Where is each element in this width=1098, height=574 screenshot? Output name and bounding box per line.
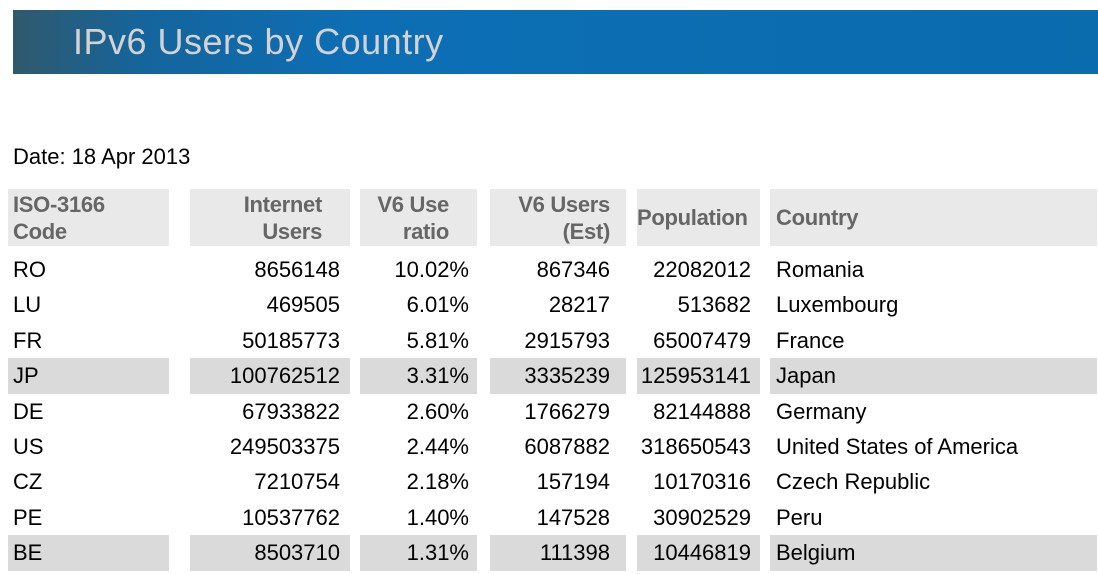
col-header-country[interactable]: Country [770,189,1097,246]
col-header-iso-code[interactable]: ISO-3166 Code [8,189,169,246]
cell-code: LU [13,292,42,318]
table-row[interactable]: LU 469505 6.01% 28217 513682 Luxembourg [0,287,1098,322]
cell-country: Japan [770,358,1097,394]
col-header-v6-use-ratio[interactable]: V6 Use ratio [360,189,477,246]
cell-v6-users-est: 2915793 [524,327,610,353]
cell-v6-use-ratio: 3.31% [360,358,477,394]
cell-v6-users-est: 147528 [536,504,610,530]
cell-code: CZ [13,469,43,495]
cell-code: RO [13,257,46,282]
cell-country: Luxembourg [776,292,899,318]
cell-code: JP [8,358,169,394]
cell-v6-use-ratio: 10.02% [394,257,469,282]
cell-population: 10446819 [637,535,760,571]
table-row[interactable]: US 249503375 2.44% 6087882 318650543 Uni… [0,429,1098,464]
cell-country: Belgium [770,535,1097,571]
table-row-highlighted[interactable]: BE 8503710 1.31% 111398 10446819 Belgium [0,535,1098,571]
cell-country: Romania [776,257,865,282]
cell-country: United States of America [776,433,1019,459]
cell-v6-use-ratio: 1.31% [360,535,477,571]
table-row[interactable]: DE 67933822 2.60% 1766279 82144888 Germa… [0,394,1098,429]
table-row[interactable]: PE 10537762 1.40% 147528 30902529 Peru [0,500,1098,535]
table-row[interactable]: RO 8656148 10.02% 867346 22082012 Romani… [0,252,1098,287]
cell-code: BE [8,535,169,571]
cell-v6-users-est: 28217 [548,292,610,318]
cell-v6-use-ratio: 2.60% [406,398,469,424]
cell-country: Peru [776,504,823,530]
cell-population: 30902529 [653,504,751,530]
cell-code: FR [13,327,43,353]
cell-country: Czech Republic [776,469,931,495]
cell-population: 513682 [677,292,751,318]
cell-population: 65007479 [653,327,751,353]
cell-internet-users: 8656148 [254,257,340,282]
cell-population: 318650543 [640,433,751,459]
table-row[interactable]: CZ 7210754 2.18% 157194 10170316 Czech R… [0,464,1098,499]
cell-internet-users: 249503375 [229,433,340,459]
page-title: IPv6 Users by Country [73,21,444,62]
cell-code: PE [13,504,43,530]
cell-v6-use-ratio: 1.40% [406,504,469,530]
cell-population: 82144888 [653,398,751,424]
col-header-population[interactable]: Population [637,189,760,246]
cell-internet-users: 100762512 [190,358,350,394]
cell-v6-use-ratio: 5.81% [406,327,469,353]
cell-code: DE [13,398,44,424]
cell-population: 10170316 [653,469,751,495]
cell-v6-users-est: 3335239 [490,358,626,394]
title-banner: IPv6 Users by Country [13,10,1098,74]
cell-v6-use-ratio: 2.18% [406,469,469,495]
cell-internet-users: 67933822 [242,398,340,424]
cell-population: 22082012 [653,257,751,282]
table-row[interactable]: FR 50185773 5.81% 2915793 65007479 Franc… [0,323,1098,358]
cell-v6-users-est: 1766279 [524,398,610,424]
cell-internet-users: 7210754 [254,469,340,495]
cell-country: Germany [776,398,867,424]
cell-internet-users: 10537762 [242,504,340,530]
cell-v6-users-est: 157194 [536,469,610,495]
table-row-highlighted[interactable]: JP 100762512 3.31% 3335239 125953141 Jap… [0,358,1098,394]
cell-v6-users-est: 6087882 [524,433,610,459]
cell-v6-users-est: 111398 [490,535,626,571]
col-header-v6-users-est[interactable]: V6 Users (Est) [490,189,626,246]
col-header-internet-users[interactable]: Internet Users [190,189,350,246]
cell-population: 125953141 [637,358,760,394]
cell-internet-users: 8503710 [190,535,350,571]
cell-internet-users: 469505 [266,292,340,318]
cell-country: France [776,327,845,353]
cell-v6-users-est: 867346 [536,257,610,282]
cell-code: US [13,433,44,459]
cell-v6-use-ratio: 6.01% [406,292,469,318]
date-label: Date: 18 Apr 2013 [13,144,191,169]
table-header-row: ISO-3166 Code Internet Users V6 Use rati… [0,189,1098,246]
cell-internet-users: 50185773 [242,327,340,353]
ipv6-users-table: ISO-3166 Code Internet Users V6 Use rati… [0,189,1098,571]
cell-v6-use-ratio: 2.44% [406,433,469,459]
